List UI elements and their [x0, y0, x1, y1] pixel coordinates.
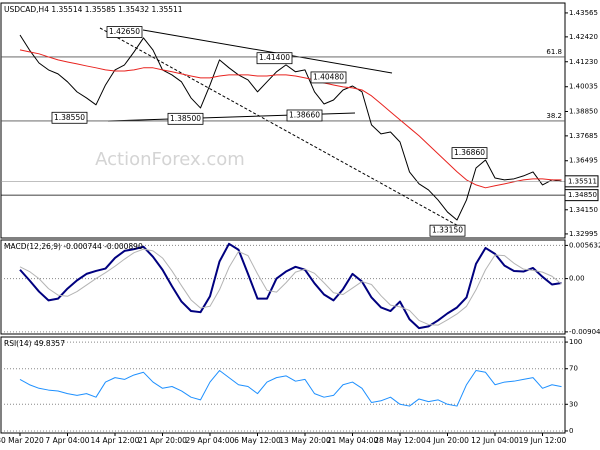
- watermark: ActionForex.com: [95, 149, 245, 170]
- x-tick-label: 28 May 12:00: [374, 436, 426, 445]
- y-tick-label: 70: [569, 365, 578, 373]
- level-tag: [564, 189, 599, 202]
- y-tick-label: 1.32995: [569, 230, 598, 238]
- y-tick-label: 30: [569, 400, 578, 408]
- y-tick-label: 1.38850: [569, 108, 598, 116]
- annotation-label: 1.40480: [313, 72, 344, 81]
- annotation-label: 1.38660: [289, 110, 320, 119]
- panel-frame: [0, 239, 566, 335]
- trend-line: [99, 27, 463, 229]
- annotation-box: [451, 147, 488, 160]
- annotation-box: [51, 111, 88, 124]
- annotation-box: [167, 112, 204, 125]
- annotation-box: [310, 71, 347, 84]
- annotation-box: [256, 52, 293, 65]
- y-tick-label: 100: [569, 338, 582, 346]
- y-tick-label: 1.41230: [569, 58, 598, 66]
- x-tick-label: 13 May 20:00: [279, 436, 331, 445]
- annotation-box: [106, 26, 143, 38]
- price-tag: [564, 175, 599, 188]
- y-tick-label: 1.42420: [569, 33, 598, 41]
- y-tick-label: 1.37685: [569, 132, 598, 140]
- annotation-label: 1.38500: [170, 114, 201, 123]
- price-tag-label: 1.35511: [568, 177, 597, 185]
- panel-title: USDCAD,H4 1.35514 1.35585 1.35432 1.3551…: [4, 5, 183, 14]
- y-tick-label: 1.40035: [569, 83, 598, 91]
- annotation-label: 1.36860: [454, 148, 485, 157]
- y-tick-label: 1.43565: [569, 9, 598, 17]
- x-tick-label: 4 Jun 20:00: [426, 436, 469, 445]
- fib-label: 38.2: [546, 112, 562, 120]
- x-tick-label: 14 Apr 12:00: [91, 436, 140, 445]
- panel-frame: [0, 336, 566, 434]
- y-tick-label: 0.00: [569, 275, 585, 283]
- trend-line: [142, 29, 393, 74]
- x-tick-label: 12 Jun 04:00: [471, 436, 519, 445]
- x-tick-label: 7 Apr 04:00: [45, 436, 89, 445]
- annotation-label: 1.33150: [432, 226, 463, 235]
- y-tick-label: 0: [569, 427, 573, 435]
- panel-title: MACD(12,26,9) -0.000744 -0.000890: [4, 242, 143, 251]
- x-tick-label: 29 Apr 04:00: [186, 436, 235, 445]
- series-line: [19, 248, 562, 326]
- y-tick-label: -0.009041: [569, 328, 600, 336]
- y-tick-label: 1.36495: [569, 157, 598, 165]
- series-line: [19, 34, 562, 221]
- series-line: [19, 370, 562, 407]
- y-tick-label: 1.34150: [569, 206, 598, 214]
- panel-title: RSI(14) 49.8357: [4, 339, 65, 348]
- x-tick-label: 21 May 04:00: [327, 436, 379, 445]
- panel-frame: [0, 2, 566, 239]
- series-line: [19, 242, 562, 330]
- x-tick-label: 21 Apr 20:00: [138, 436, 187, 445]
- annotation-label: 1.42650: [109, 27, 140, 36]
- annotation-box: [429, 224, 466, 237]
- annotation-label: 1.41400: [259, 53, 290, 62]
- fib-label: 61.8: [546, 48, 562, 56]
- annotation-box: [286, 109, 323, 122]
- x-tick-label: 19 Jun 12:00: [519, 436, 567, 445]
- x-tick-label: 6 May 12:00: [234, 436, 281, 445]
- y-tick-label: 0.005632: [569, 241, 600, 249]
- level-label: 1.34850: [568, 191, 597, 199]
- series-line: [19, 49, 562, 189]
- x-tick-label: 30 Mar 2020: [0, 436, 44, 445]
- annotation-label: 1.38550: [54, 113, 85, 122]
